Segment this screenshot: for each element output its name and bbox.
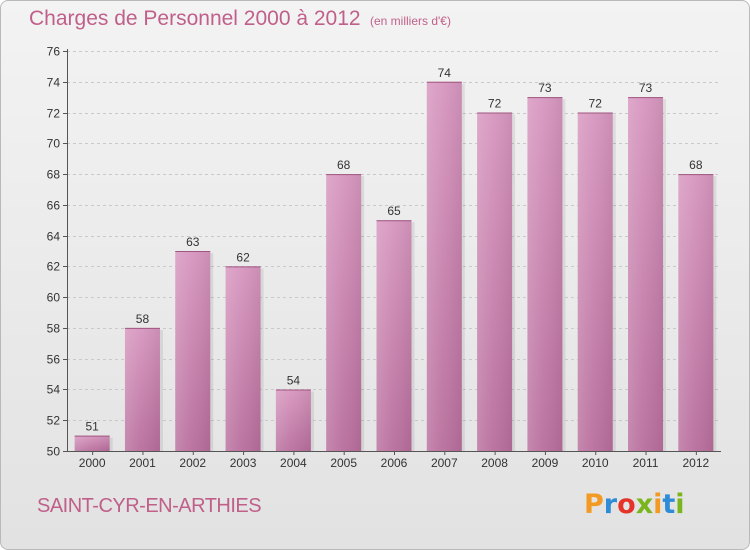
x-tick-label: 2008 bbox=[481, 456, 508, 470]
x-tick-label: 2002 bbox=[179, 456, 206, 470]
y-tick-label: 66 bbox=[47, 199, 61, 213]
x-tick-label: 2007 bbox=[431, 456, 458, 470]
data-label: 68 bbox=[689, 158, 703, 172]
bar-sheen bbox=[376, 220, 412, 451]
axis-layer: 50 52 54 56 58 60 62 64 66 68 70 72 74 76 2000 2001 2002… bbox=[47, 45, 721, 470]
x-tick-label: 2010 bbox=[582, 456, 609, 470]
y-tick-label: 74 bbox=[47, 76, 61, 90]
bar-sheen bbox=[124, 327, 160, 451]
x-tick-label: 2006 bbox=[381, 456, 408, 470]
chart-title: Charges de Personnel 2000 à 2012 bbox=[29, 7, 361, 30]
y-tick-label: 72 bbox=[47, 107, 61, 121]
bar-sheen bbox=[225, 266, 261, 451]
x-tick-label: 2005 bbox=[330, 456, 357, 470]
y-tick-label: 56 bbox=[47, 353, 61, 367]
x-tick-label: 2000 bbox=[79, 456, 106, 470]
x-tick-label: 2011 bbox=[633, 456, 659, 470]
y-tick-label: 52 bbox=[47, 414, 61, 428]
y-tick-label: 60 bbox=[47, 291, 61, 305]
y-tick-label: 62 bbox=[47, 260, 61, 274]
data-label: 62 bbox=[236, 250, 250, 264]
bar-sheen bbox=[326, 174, 362, 452]
data-label: 54 bbox=[287, 373, 301, 387]
proxiti-logo: Proxiti bbox=[584, 489, 685, 520]
x-tick-label: 2003 bbox=[230, 456, 257, 470]
bar-sheen bbox=[74, 435, 110, 451]
bar-sheen bbox=[628, 97, 664, 452]
logo-letter: r bbox=[603, 489, 618, 520]
bar-sheen bbox=[527, 97, 563, 452]
data-label: 58 bbox=[136, 312, 150, 326]
data-label: 51 bbox=[85, 420, 99, 434]
data-label: 74 bbox=[438, 66, 452, 80]
data-label: 63 bbox=[186, 235, 200, 249]
bar-sheen bbox=[175, 251, 211, 451]
y-tick-label: 68 bbox=[47, 168, 61, 182]
x-tick-label: 2004 bbox=[280, 456, 307, 470]
label-layer: 51 58 63 62 54 68 65 74 72 73 72 73 68 bbox=[85, 66, 702, 434]
bar-sheen bbox=[678, 174, 714, 452]
data-label: 73 bbox=[538, 81, 552, 95]
y-tick-label: 54 bbox=[47, 383, 61, 397]
logo-letter: x bbox=[635, 489, 654, 520]
data-label: 73 bbox=[639, 81, 653, 95]
x-tick-label: 2012 bbox=[682, 456, 709, 470]
bar-layer bbox=[74, 81, 717, 452]
place-name: SAINT-CYR-EN-ARTHIES bbox=[37, 495, 262, 517]
y-tick-label: 64 bbox=[47, 230, 61, 244]
y-tick-label: 58 bbox=[47, 322, 61, 336]
x-tick-label: 2001 bbox=[129, 456, 156, 470]
bar-sheen bbox=[577, 112, 613, 452]
data-label: 72 bbox=[589, 97, 603, 111]
logo-letter: t bbox=[662, 489, 676, 520]
y-tick-label: 50 bbox=[47, 445, 61, 459]
bar-sheen bbox=[275, 389, 311, 451]
bar-sheen bbox=[426, 81, 462, 452]
y-tick-label: 70 bbox=[47, 137, 61, 151]
logo-letter: P bbox=[584, 489, 604, 520]
logo-letter: i bbox=[653, 489, 663, 520]
chart-subtitle: (en milliers d'€) bbox=[370, 14, 451, 28]
data-label: 72 bbox=[488, 97, 502, 111]
logo-letter: o bbox=[617, 489, 636, 520]
logo-letter: i bbox=[675, 489, 685, 520]
y-tick-label: 76 bbox=[47, 45, 61, 59]
data-label: 65 bbox=[387, 204, 401, 218]
data-label: 68 bbox=[337, 158, 351, 172]
x-tick-label: 2009 bbox=[532, 456, 559, 470]
bar-sheen bbox=[477, 112, 513, 452]
